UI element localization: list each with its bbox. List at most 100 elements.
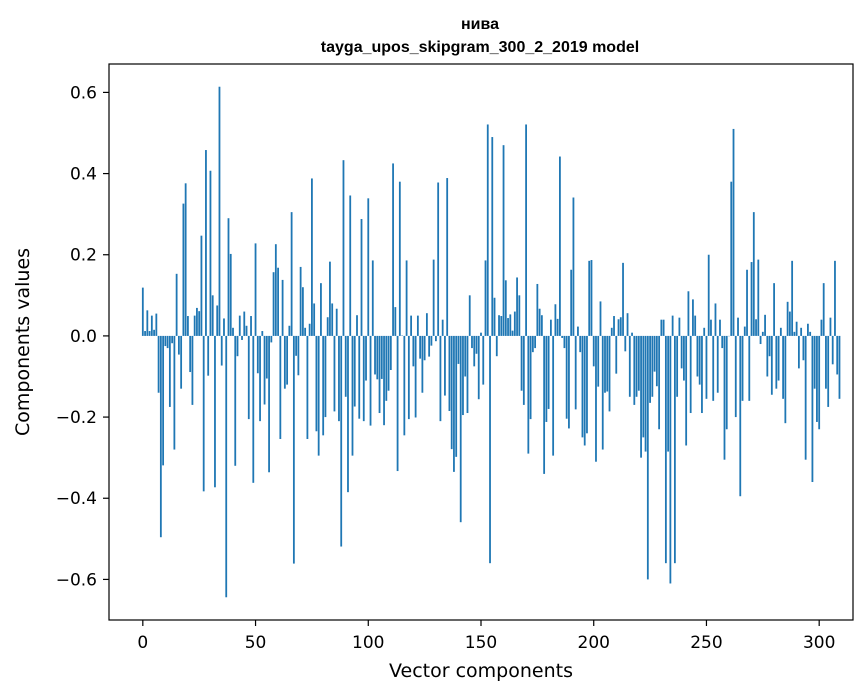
bar — [838, 335, 841, 399]
y-tick-label: 0.2 — [70, 246, 97, 266]
bar — [356, 315, 358, 336]
bar — [655, 335, 658, 387]
bar — [374, 335, 376, 375]
bar — [752, 212, 755, 336]
bar — [714, 303, 717, 336]
bar — [387, 335, 390, 391]
bar — [743, 326, 746, 336]
bar — [475, 335, 478, 354]
bar — [489, 335, 491, 564]
bar — [457, 335, 460, 364]
bar — [229, 253, 232, 336]
bar — [631, 332, 633, 336]
bar — [583, 335, 586, 446]
bar — [710, 319, 712, 336]
bar — [234, 335, 237, 466]
bar — [471, 335, 473, 349]
bar — [597, 335, 600, 387]
bar — [734, 335, 737, 418]
x-tick-label: 100 — [352, 633, 384, 653]
bar — [371, 260, 374, 336]
bar — [725, 335, 728, 430]
bar — [292, 335, 295, 564]
bar — [225, 335, 228, 598]
bar — [416, 315, 419, 336]
bar — [608, 335, 611, 412]
bar — [615, 335, 618, 374]
bar — [784, 335, 787, 424]
y-tick-label: 0.6 — [70, 83, 97, 103]
bar — [297, 335, 300, 376]
bar — [349, 195, 352, 336]
bar — [601, 335, 604, 450]
plot-frame — [108, 63, 854, 621]
bar — [644, 335, 647, 452]
bar — [177, 335, 180, 355]
bar — [295, 335, 298, 356]
bar — [329, 261, 331, 336]
bar — [527, 335, 530, 454]
bar — [168, 335, 171, 407]
bar — [606, 335, 609, 392]
bar — [658, 335, 661, 430]
bar — [568, 335, 570, 429]
bar — [759, 335, 762, 345]
x-tick-label: 200 — [578, 633, 610, 653]
bar — [207, 335, 210, 376]
bar — [450, 335, 453, 450]
bar — [157, 335, 160, 393]
bar — [579, 335, 582, 353]
bar — [712, 335, 715, 401]
bar — [347, 335, 349, 493]
bar — [209, 170, 212, 336]
bar — [653, 335, 656, 372]
bar — [556, 318, 559, 336]
bar — [570, 269, 573, 336]
bar — [162, 335, 165, 466]
bar — [687, 291, 690, 336]
bar — [437, 182, 440, 336]
bar — [646, 335, 649, 580]
bar — [200, 235, 203, 336]
bar — [317, 335, 320, 456]
bar — [518, 295, 521, 336]
x-tick-label: 150 — [465, 633, 497, 653]
y-tick-label: 0.0 — [70, 327, 97, 347]
bar — [685, 335, 688, 446]
bar — [531, 335, 534, 353]
bar — [407, 335, 410, 420]
bar — [459, 335, 462, 523]
bar — [385, 335, 388, 401]
bar — [272, 272, 275, 336]
bar — [173, 335, 176, 450]
bar — [719, 319, 721, 336]
x-axis-label: Vector components — [389, 660, 573, 682]
y-tick-label: −0.2 — [56, 408, 97, 428]
bar — [223, 318, 225, 336]
bar — [813, 335, 816, 389]
bar — [344, 335, 347, 397]
bar — [486, 124, 489, 336]
bar — [667, 335, 670, 452]
bar — [809, 331, 812, 336]
bar — [335, 308, 338, 336]
bar — [353, 335, 356, 407]
bar — [764, 314, 766, 336]
bar — [466, 335, 469, 414]
bar — [811, 335, 814, 483]
bar — [410, 315, 413, 336]
bar — [263, 335, 266, 405]
bar — [455, 335, 458, 457]
bar — [164, 335, 167, 347]
bar — [155, 313, 158, 336]
bar — [358, 335, 361, 419]
y-axis-label: Components values — [12, 248, 34, 436]
y-tick-label: −0.4 — [56, 489, 97, 509]
bar — [574, 335, 577, 410]
bar — [189, 335, 192, 373]
bar — [547, 335, 550, 409]
bar — [775, 335, 778, 389]
bar — [511, 330, 514, 336]
bar — [227, 218, 230, 336]
